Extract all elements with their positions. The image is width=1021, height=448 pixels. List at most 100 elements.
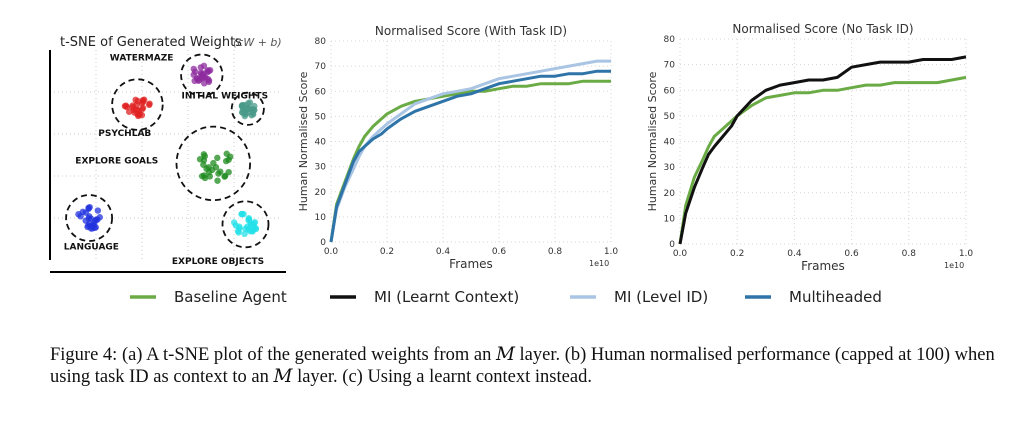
chart-c-ytick-label: 20	[664, 189, 676, 199]
chart-c-xtick-label: 0.4	[787, 249, 802, 259]
chart-c-ylabel: Human Normalised Score	[646, 71, 659, 211]
tsne-point	[139, 104, 147, 112]
chart-b-ylabel: Human Normalised Score	[297, 71, 310, 211]
chart-c-xtick-label: 0.2	[730, 249, 744, 259]
tsne-point	[92, 224, 99, 231]
tsne-point	[241, 230, 248, 238]
caption-line3: instead.	[534, 367, 592, 387]
chart-c-xtick-label: 0.6	[844, 249, 859, 259]
tsne-point	[215, 170, 222, 177]
tsne-point	[94, 207, 102, 214]
tsne-cluster-ring	[230, 91, 265, 126]
chart-b-xtick-label: 1.0	[604, 247, 619, 257]
chart-b-title: Normalised Score (With Task ID)	[375, 24, 567, 38]
tsne-point	[214, 177, 221, 184]
chart-c-series-line	[678, 75, 967, 245]
chart-b-xtick-label: 0.4	[436, 247, 451, 257]
tsne-point	[198, 172, 206, 180]
caption-m-symbol-2: M	[273, 366, 293, 387]
chart-b-series-line	[329, 59, 611, 243]
tsne-cluster-label: INITIAL WEIGHTS	[182, 91, 269, 101]
tsne-point	[238, 103, 246, 110]
chart-c-ytick-label: 60	[664, 86, 676, 96]
chart-with-task-id: Normalised Score (With Task ID) 0 10 20 30 40…	[297, 24, 618, 271]
chart-c-x-exponent: 1e10	[944, 261, 964, 270]
chart-c-xtick-label: 0.0	[673, 249, 688, 259]
chart-no-task-id: Normalised Score (No Task ID) 0 10 20 30 40 50…	[646, 22, 973, 273]
tsne-point	[146, 100, 153, 107]
chart-b-ytick-label: 10	[315, 213, 327, 223]
chart-c-xlabel: Frames	[801, 259, 845, 273]
tsne-point	[243, 105, 251, 112]
chart-c-xtick-label: 1.0	[959, 249, 974, 259]
chart-b-ytick-label: 40	[315, 138, 327, 148]
chart-b-xtick-label: 0.8	[548, 247, 563, 257]
chart-c-ytick-label: 50	[664, 112, 676, 122]
caption-line2-a: performance (capped at 100) when using t…	[50, 345, 995, 387]
chart-b-ytick-label: 0	[320, 238, 326, 248]
legend-label: MI (Level ID)	[614, 288, 708, 306]
chart-b-xlabel: Frames	[449, 257, 493, 271]
caption-line1-a: Figure 4: (a) A t-SNE plot of the genera…	[50, 345, 492, 365]
chart-c-ytick-label: 40	[664, 138, 676, 148]
chart-b-ytick-label: 30	[315, 163, 327, 173]
tsne-point	[138, 111, 146, 119]
chart-c-ytick-label: 0	[669, 240, 675, 250]
tsne-point	[125, 108, 133, 115]
chart-b-ytick-label: 50	[315, 112, 327, 122]
tsne-point	[249, 227, 256, 234]
chart-c-ytick-label: 70	[664, 61, 676, 71]
tsne-point	[239, 109, 246, 116]
chart-b-ytick-label: 60	[315, 87, 327, 97]
tsne-cluster-ring	[221, 200, 270, 249]
chart-b-ytick-label: 80	[315, 37, 327, 47]
tsne-point	[200, 151, 208, 158]
tsne-point	[200, 62, 208, 69]
tsne-point	[130, 106, 138, 114]
tsne-point	[200, 80, 208, 87]
tsne-point	[235, 229, 242, 236]
chart-c-title: Normalised Score (No Task ID)	[732, 22, 913, 36]
tsne-point	[210, 159, 217, 167]
tsne-cluster-label: EXPLORE GOALS	[75, 156, 158, 166]
tsne-cluster-ring	[111, 78, 164, 131]
chart-b-x-exponent: 1e10	[589, 259, 609, 268]
tsne-point	[198, 75, 206, 82]
chart-b-ytick-label: 70	[315, 62, 327, 72]
chart-b-xtick-label: 0.0	[324, 247, 339, 257]
chart-c-series-line	[678, 55, 967, 245]
chart-b-series-line	[329, 79, 611, 243]
chart-b-series-line	[329, 69, 611, 243]
chart-b-ytick-label: 20	[315, 188, 327, 198]
tsne-point	[87, 215, 95, 222]
tsne-point	[205, 67, 212, 75]
caption-line2-b: layer. (c) Using a learnt context	[297, 367, 531, 387]
tsne-point	[82, 217, 89, 224]
tsne-point	[94, 216, 101, 223]
tsne-title: t-SNE of Generated Weights	[60, 35, 242, 50]
figure-caption: Figure 4: (a) A t-SNE plot of the genera…	[50, 344, 1010, 388]
legend-label: MI (Learnt Context)	[374, 288, 519, 306]
tsne-title-formula: (cW + b)	[233, 36, 282, 49]
tsne-point	[221, 173, 228, 180]
chart-c-xtick-label: 0.8	[902, 249, 917, 259]
tsne-cluster-label: EXPLORE OBJECTS	[172, 257, 264, 267]
tsne-point	[192, 68, 199, 75]
tsne-point	[225, 156, 232, 163]
tsne-point	[236, 223, 243, 230]
tsne-cluster-label: PSYCHLAB	[98, 129, 151, 139]
tsne-point	[246, 99, 254, 106]
tsne-point	[203, 165, 210, 172]
tsne-point	[242, 225, 249, 232]
tsne-point	[214, 154, 221, 162]
legend-label: Baseline Agent	[174, 288, 287, 306]
tsne-cluster-ring	[180, 53, 224, 97]
tsne-point	[121, 102, 129, 110]
legend-label: Multiheaded	[789, 288, 882, 306]
chart-b-xtick-label: 0.6	[492, 247, 507, 257]
tsne-cluster-label: LANGUAGE	[64, 243, 119, 253]
tsne-point	[133, 101, 140, 109]
caption-line1-b: layer. (b) Human normalised	[519, 345, 733, 365]
tsne-point	[230, 219, 238, 226]
caption-m-symbol-1: M	[495, 344, 515, 365]
